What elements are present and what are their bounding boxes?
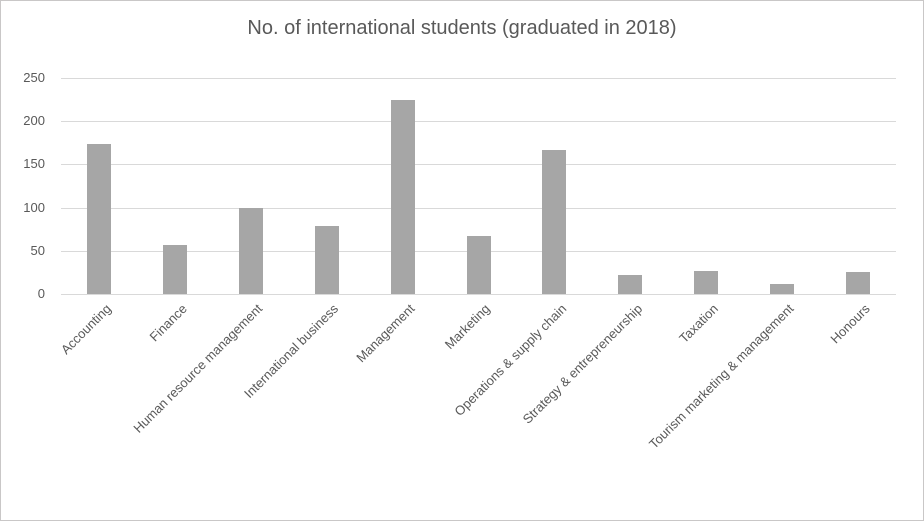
bar (846, 272, 871, 294)
bar (314, 225, 339, 294)
y-axis-tick-label: 50 (30, 242, 45, 258)
x-axis-label: Tourism marketing & management (646, 301, 797, 452)
y-axis-tick-label: 150 (23, 156, 45, 172)
x-axis-label: Marketing (442, 301, 494, 352)
x-axis-label: Management (352, 301, 418, 366)
gridline (61, 164, 896, 166)
y-axis-tick-label: 100 (23, 199, 45, 215)
y-axis-tick-label: 200 (23, 113, 45, 129)
gridline (61, 78, 896, 79)
x-axis-label: Finance (146, 301, 190, 345)
x-axis-label: Honours (827, 301, 873, 347)
gridline (61, 121, 896, 123)
x-axis-label: Taxation (675, 301, 721, 346)
bar (162, 244, 187, 294)
bar (86, 143, 111, 294)
bar (542, 149, 567, 294)
bar (618, 274, 643, 294)
bar (238, 207, 263, 294)
chart-title: No. of international students (graduated… (247, 17, 677, 39)
gridline (61, 207, 896, 209)
y-axis-tick-label: 250 (23, 70, 45, 85)
bar (466, 236, 491, 294)
bar (390, 99, 415, 294)
bar (694, 270, 719, 294)
bar (770, 284, 795, 294)
y-axis-tick-label: 0 (37, 286, 45, 301)
x-axis-label: Accounting (57, 301, 114, 358)
x-axis-line (61, 294, 896, 295)
x-axis-label: Human resource management (130, 301, 266, 436)
